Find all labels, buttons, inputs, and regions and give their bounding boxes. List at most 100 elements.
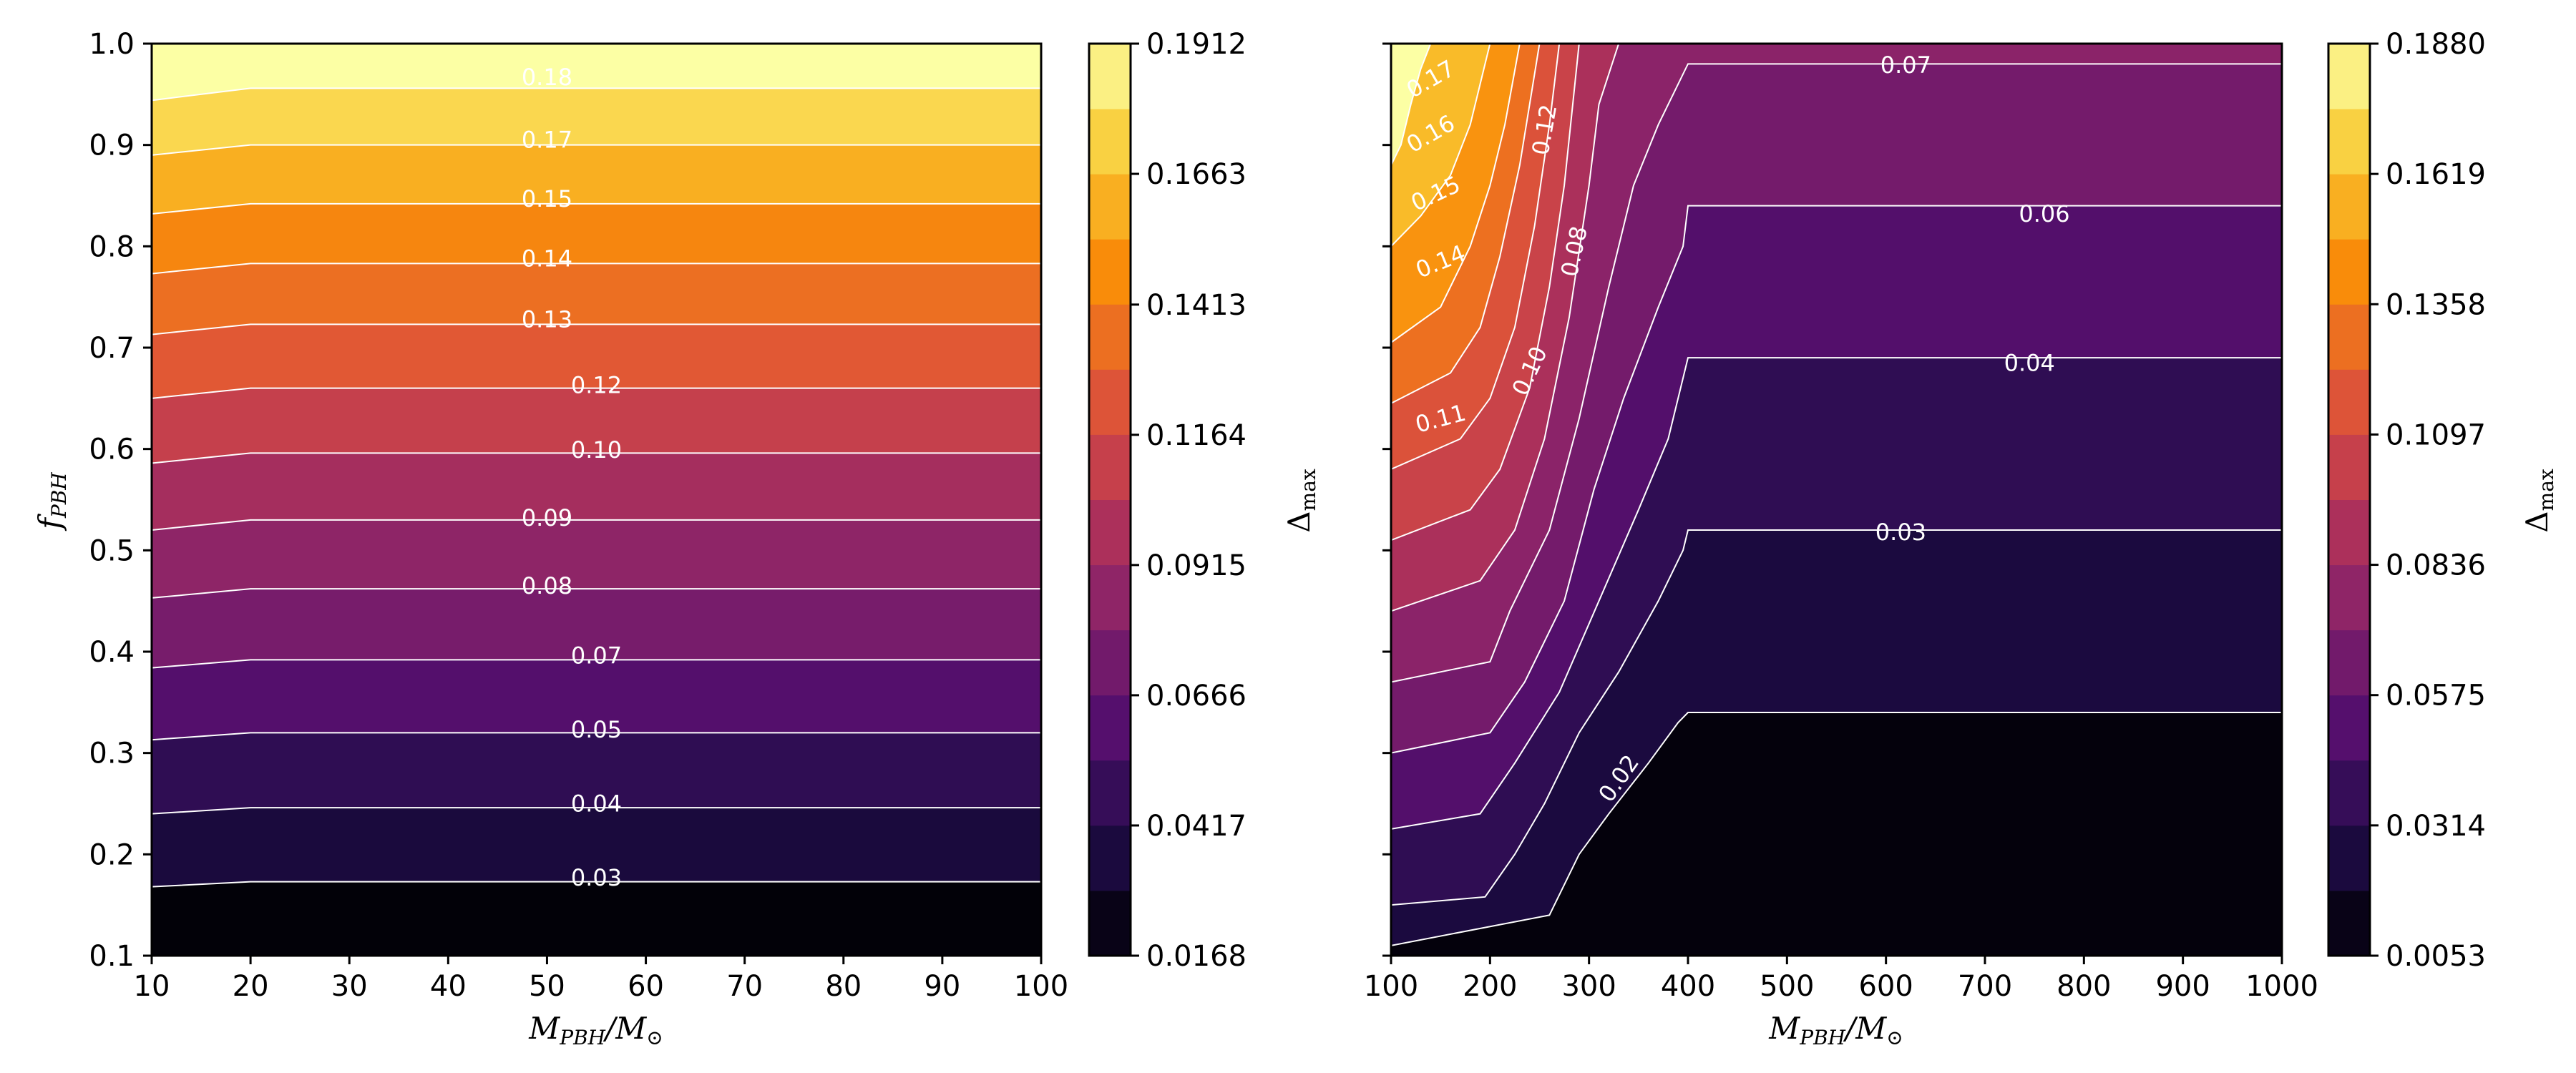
- colorbar-band: [1089, 499, 1131, 566]
- contour-line-0.17: [1391, 44, 1432, 166]
- colorbar-right: [2327, 42, 2371, 957]
- x-tick-label: 10: [134, 970, 170, 1003]
- colorbar-tick-label: 0.1663: [1146, 158, 1246, 191]
- contour-line-0.02: [1391, 712, 2282, 946]
- contour-label: 0.14: [522, 245, 572, 272]
- colorbar-tick-label: 0.0915: [1146, 549, 1246, 582]
- contour-band-0.02: [1391, 712, 2282, 956]
- y-tick-label: 0.9: [89, 129, 135, 162]
- colorbar-band: [1089, 304, 1131, 370]
- colorbar-band: [1089, 239, 1131, 305]
- contour-label: 0.04: [2004, 349, 2055, 376]
- colorbar-ticks-right: 0.0053 0.0314 0.0575 0.0836 0.1097 0.1358 0.16…: [2370, 28, 2486, 973]
- colorbar-band: [2328, 369, 2370, 435]
- colorbar-tick-label: 0.0314: [2386, 810, 2486, 843]
- contour-label: 0.15: [522, 185, 572, 212]
- colorbar-band: [2328, 304, 2370, 370]
- contour-line-0.03: [152, 881, 1041, 888]
- contour-label: 0.08: [522, 572, 572, 599]
- contour-lines-left: [152, 87, 1041, 888]
- contour-line-0.08: [1391, 44, 1620, 612]
- y-tick-label: 0.2: [89, 838, 135, 871]
- contour-labels-left: 0.18 0.17 0.15 0.14 0.13 0.12 0.10 0.09 0.08 0.07…: [522, 64, 622, 891]
- contour-label: 0.04: [571, 790, 622, 818]
- colorbar-tick-label: 0.1912: [1146, 28, 1246, 61]
- axes-frame-left: [150, 42, 1043, 957]
- colorbar-band: [1089, 825, 1131, 891]
- contour-label: 0.03: [571, 864, 622, 891]
- contour-label: 0.07: [571, 642, 622, 670]
- contour-line-0.14: [1391, 44, 1521, 343]
- x-tick-label: 30: [331, 970, 368, 1003]
- colorbar-ticks-left: 0.0168 0.0417 0.0666 0.0915 0.1164 0.1413 0.16…: [1131, 28, 1246, 973]
- x-tick-label: 50: [529, 970, 565, 1003]
- colorbar-band: [1089, 369, 1131, 435]
- colorbar-band: [2328, 174, 2370, 240]
- y-ticks-left: 0.1 0.2 0.3 0.4 0.5 0.6 0.7 0.8 0.9 1.0: [89, 28, 152, 973]
- x-axis-label-left: MPBH/M⊙: [528, 1011, 663, 1049]
- colorbar-tick-label: 0.1413: [1146, 289, 1246, 322]
- colorbar-band: [1089, 629, 1131, 696]
- contour-line-0.17: [152, 144, 1041, 156]
- contour-lines-right: [1391, 44, 2282, 946]
- colorbar-band: [2328, 434, 2370, 500]
- contour-line-0.06: [1391, 205, 2282, 754]
- colorbar-band: [2328, 239, 2370, 305]
- colorbar-tick-label: 0.1619: [2386, 158, 2486, 191]
- contour-line-0.13: [152, 323, 1041, 335]
- colorbar-band: [1089, 434, 1131, 500]
- colorbar-band: [2328, 629, 2370, 696]
- colorbar-band: [2328, 760, 2370, 826]
- panel-right: 0.170.160.150.140.120.080.100.110.070.06…: [1364, 28, 2558, 1049]
- contour-label: 0.06: [2019, 200, 2069, 227]
- x-tick-label: 400: [1661, 970, 1715, 1003]
- colorbar-band: [1089, 174, 1131, 240]
- contour-line-0.15: [1391, 44, 1491, 248]
- colorbar-band: [1089, 760, 1131, 826]
- x-tick-label: 800: [2057, 970, 2111, 1003]
- x-tick-label: 100: [1364, 970, 1418, 1003]
- y-tick-label: 1.0: [89, 28, 135, 61]
- contour-line-0.18: [152, 87, 1041, 102]
- colorbar-tick-label: 0.1097: [2386, 418, 2486, 451]
- x-tick-label: 80: [825, 970, 862, 1003]
- colorbar-tick-label: 0.1164: [1146, 419, 1246, 452]
- colorbar-band: [1089, 109, 1131, 175]
- contour-line-0.12: [152, 387, 1041, 399]
- contour-label: 0.18: [522, 64, 572, 91]
- colorbar-band: [2328, 564, 2370, 631]
- colorbar-tick-label: 0.0666: [1146, 680, 1246, 712]
- contour-line-0.1: [152, 452, 1041, 464]
- colorbar-tick-label: 0.0575: [2386, 680, 2486, 712]
- y-ticks-right: [1382, 42, 1391, 957]
- colorbar-band: [1089, 44, 1131, 109]
- contour-line-0.15: [152, 202, 1041, 215]
- colorbar-frame: [1088, 42, 1132, 957]
- contour-band-0.03: [152, 881, 1041, 956]
- colorbar-tick-label: 0.0168: [1146, 940, 1246, 973]
- y-tick-label: 0.4: [89, 636, 135, 669]
- y-axis-label: fPBH: [32, 472, 71, 531]
- x-ticks-left: 10 20 30 40 50 60 70 80 90 100: [134, 956, 1068, 1003]
- colorbar-tick-label: 0.0836: [2386, 549, 2486, 582]
- colorbar-band: [2328, 109, 2370, 175]
- colorbar-tick-label: 0.0417: [1146, 810, 1246, 843]
- colorbar-left: [1088, 42, 1132, 957]
- y-tick-label: 0.6: [89, 433, 135, 466]
- contour-line-0.05: [152, 732, 1041, 741]
- x-tick-label: 60: [628, 970, 664, 1003]
- colorbar-label-left: Δmax: [1282, 469, 1320, 533]
- contour-line-0.08: [152, 588, 1041, 599]
- contour-label: 0.13: [522, 305, 572, 333]
- contour-line-0.09: [152, 519, 1041, 531]
- colorbar-band: [1089, 564, 1131, 631]
- contour-label: 0.03: [1875, 519, 1926, 546]
- colorbar-band: [2328, 825, 2370, 891]
- colorbar-band: [2328, 44, 2370, 109]
- contour-line-0.11: [1391, 44, 1561, 470]
- y-tick-label: 0.7: [89, 332, 135, 365]
- contour-fills-left: [152, 44, 1041, 956]
- colorbar-tick-label: 0.0053: [2386, 940, 2486, 973]
- contour-line-0.1: [1391, 44, 1580, 542]
